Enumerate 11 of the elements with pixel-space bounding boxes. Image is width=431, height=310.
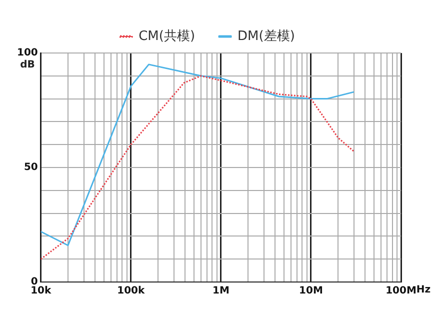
x-tick-label: 10k [30,286,52,297]
legend-label: CM(共模) [138,28,196,44]
x-tick-label: 10M [299,286,323,297]
y-tick-label: 100 [17,48,38,59]
y-tick-label: 50 [24,162,38,174]
legend-label: DM(差模) [238,28,295,44]
x-tick-label: 100k [117,286,146,297]
x-tick-label: 100M [386,286,416,297]
x-tick-label: 1M [212,286,230,297]
x-axis-title: Hz [416,284,431,296]
y-axis-title: dB [20,60,35,71]
